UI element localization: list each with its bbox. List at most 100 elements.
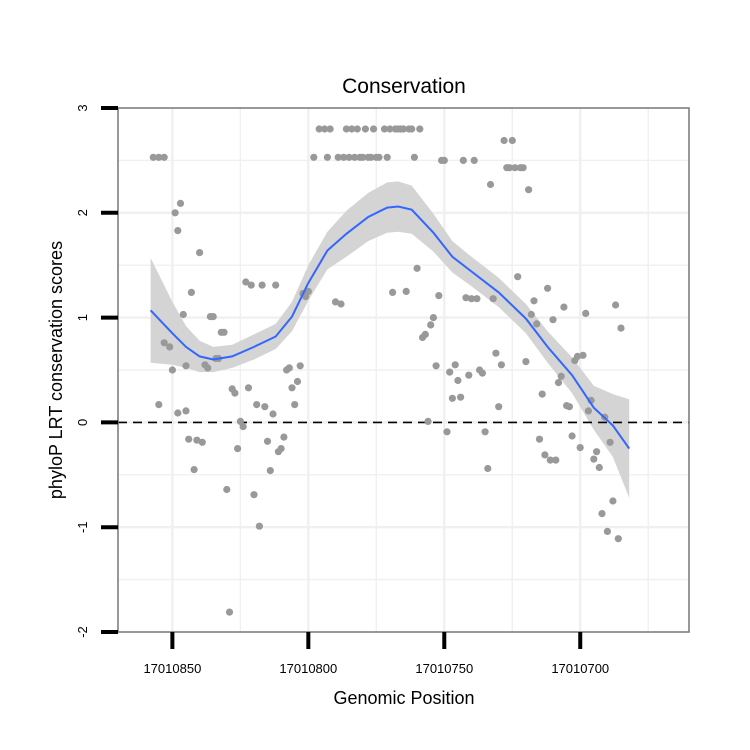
data-point: [334, 153, 342, 161]
data-point: [435, 292, 443, 300]
data-point: [250, 491, 258, 499]
data-point: [443, 428, 451, 436]
data-point: [326, 125, 334, 133]
data-point: [402, 287, 410, 295]
data-point: [367, 153, 375, 161]
data-point: [193, 436, 201, 444]
data-point: [204, 364, 212, 372]
x-tick-label: 17010800: [279, 661, 337, 676]
data-point: [310, 153, 318, 161]
data-point: [383, 153, 391, 161]
data-point: [454, 376, 462, 385]
data-point: [370, 125, 378, 133]
data-point: [508, 136, 516, 145]
data-point: [399, 125, 408, 133]
data-point: [530, 297, 538, 305]
y-axis: -2 -1 0 1 2 3: [75, 104, 118, 638]
data-point: [345, 153, 353, 161]
data-point: [595, 463, 603, 472]
data-point: [209, 313, 217, 321]
y-axis-label: phyloP LRT conservation scores: [46, 241, 66, 499]
data-point: [185, 435, 193, 443]
data-point: [198, 438, 206, 446]
data-point: [557, 372, 565, 380]
y-tick-label: -1: [75, 521, 90, 533]
x-axis: 17010850 17010800 17010750 17010700: [143, 632, 609, 676]
data-point: [617, 324, 625, 332]
x-tick-label: 17010850: [143, 661, 201, 676]
data-point: [552, 456, 560, 464]
data-point: [527, 310, 535, 319]
data-point: [182, 407, 190, 415]
data-point: [505, 164, 514, 172]
data-point: [280, 433, 288, 441]
data-point: [244, 384, 253, 392]
data-point: [304, 287, 312, 295]
data-point: [176, 199, 185, 207]
data-point: [519, 164, 527, 172]
data-point: [315, 125, 323, 133]
data-point: [481, 428, 489, 436]
data-point: [546, 456, 554, 464]
data-point: [478, 369, 486, 377]
data-point: [155, 401, 163, 409]
data-point: [424, 417, 432, 425]
data-point: [470, 156, 478, 164]
data-point: [342, 125, 350, 133]
data-point: [255, 522, 263, 530]
data-point: [576, 444, 584, 452]
data-point: [535, 435, 544, 443]
data-point: [448, 394, 456, 402]
data-point: [467, 295, 476, 303]
data-point: [166, 343, 174, 351]
data-point: [500, 136, 508, 145]
x-tick-label: 17010750: [415, 661, 473, 676]
data-point: [565, 403, 574, 411]
data-point: [296, 362, 304, 370]
data-point: [353, 125, 361, 133]
data-point: [291, 401, 299, 409]
data-point: [484, 464, 492, 473]
data-point: [269, 410, 277, 418]
data-point: [337, 300, 345, 308]
data-point: [261, 403, 269, 411]
data-point: [242, 278, 250, 286]
data-point: [321, 125, 329, 133]
data-point: [389, 288, 397, 296]
data-point: [473, 295, 481, 303]
data-point: [495, 403, 503, 411]
data-point: [323, 153, 331, 161]
data-point: [497, 361, 505, 369]
data-point: [331, 298, 340, 306]
data-point: [603, 527, 612, 536]
data-point: [351, 153, 359, 161]
y-tick-label: -2: [75, 626, 90, 638]
smooth-curve-layer: [149, 205, 631, 450]
data-point: [593, 448, 601, 456]
data-point: [533, 320, 541, 328]
y-tick-label: 3: [75, 104, 90, 111]
data-point: [465, 371, 473, 379]
smooth-curve: [149, 205, 631, 450]
data-point: [612, 301, 620, 309]
data-point: [584, 407, 593, 415]
data-point: [171, 209, 179, 217]
data-point: [486, 180, 495, 189]
data-point: [182, 362, 190, 370]
data-point: [446, 368, 454, 376]
data-point: [225, 608, 234, 616]
data-point: [427, 321, 435, 329]
data-point: [234, 445, 242, 453]
data-point: [375, 153, 383, 161]
confidence-band: [150, 181, 630, 498]
data-point: [174, 227, 182, 235]
data-point: [340, 153, 348, 161]
data-point: [429, 314, 437, 322]
data-point: [149, 153, 157, 161]
data-point: [277, 445, 285, 453]
data-point: [187, 288, 195, 296]
x-axis-label: Genomic Position: [333, 688, 474, 708]
data-point: [489, 295, 497, 303]
data-point: [247, 281, 255, 289]
